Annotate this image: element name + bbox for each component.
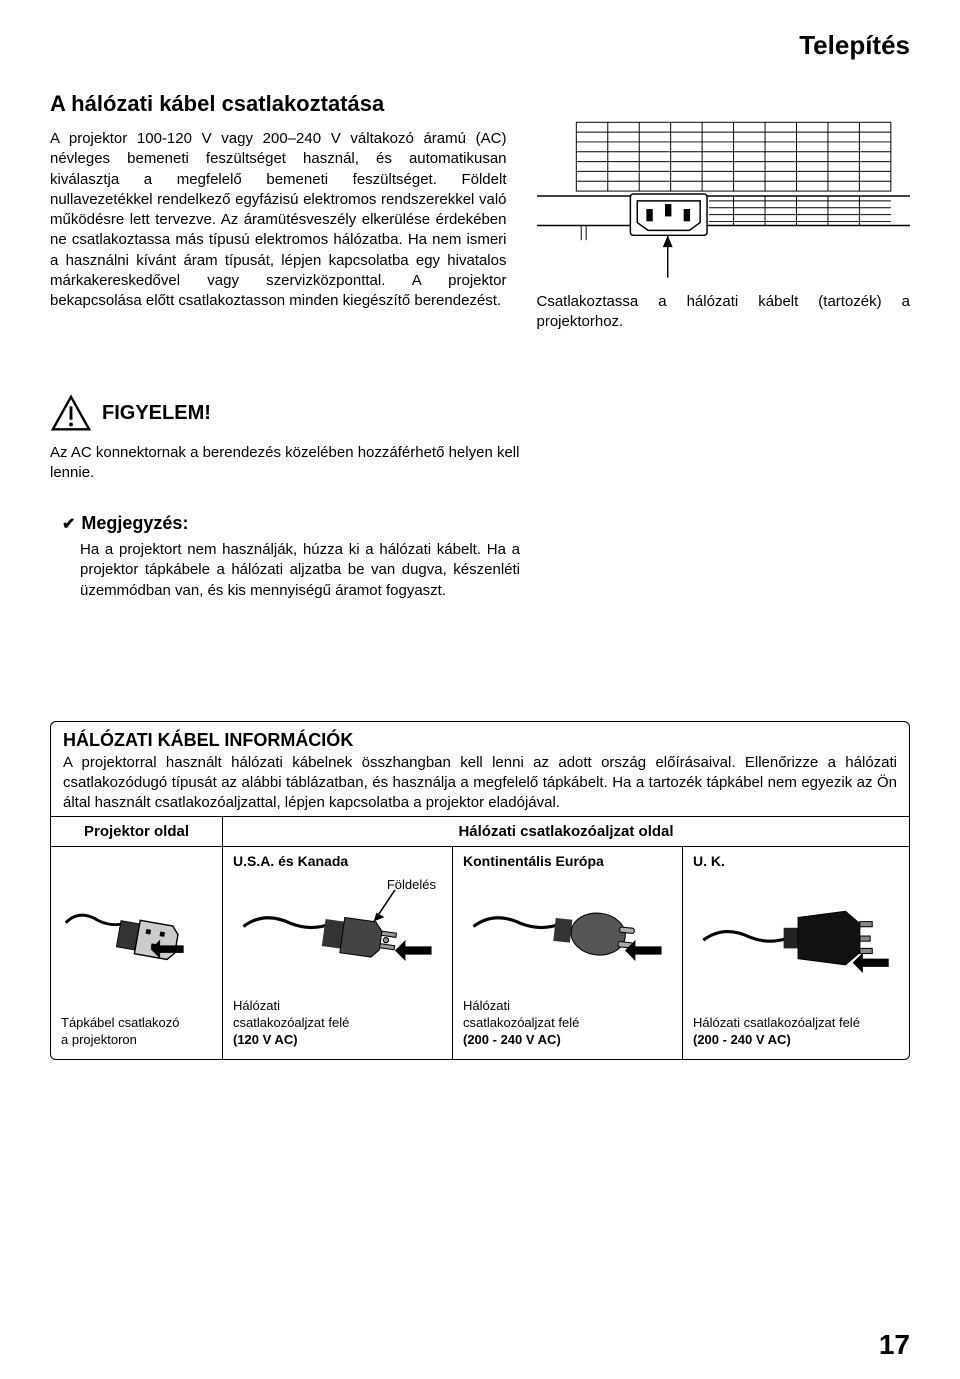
plug-label-uk: Hálózati csatlakozóaljzat felé (200 - 24… xyxy=(693,1015,899,1049)
table-header-right: Hálózati csatlakozóaljzat oldal xyxy=(223,817,909,846)
table-body-row: Tápkábel csatlakozó a projektoron U.S.A.… xyxy=(51,846,909,1059)
plug-top-eu: Kontinentális Európa xyxy=(463,853,672,869)
iec-connector-icon xyxy=(61,853,212,1011)
info-title: HÁLÓZATI KÁBEL INFORMÁCIÓK xyxy=(63,730,897,751)
table-header-row: Projektor oldal Hálózati csatlakozóaljza… xyxy=(51,816,909,846)
main-two-column: A hálózati kábel csatlakoztatása A proje… xyxy=(50,91,910,333)
diagram-caption: Csatlakoztassa a hálózati kábelt (tartoz… xyxy=(537,292,911,333)
warning-label: FIGYELEM! xyxy=(102,402,211,425)
plug-label-eu: Hálózati csatlakozóaljzat felé (200 - 24… xyxy=(463,998,672,1049)
note-header: ✔ Megjegyzés: xyxy=(62,513,520,534)
plug-label-projector: Tápkábel csatlakozó a projektoron xyxy=(61,1015,212,1049)
plug-top-uk: U. K. xyxy=(693,853,899,869)
note-block: ✔ Megjegyzés: Ha a projektort nem haszná… xyxy=(50,513,520,601)
warning-block: FIGYELEM! Az AC konnektornak a berendezé… xyxy=(50,393,910,484)
table-header-left: Projektor oldal xyxy=(51,817,223,846)
section-heading: A hálózati kábel csatlakoztatása xyxy=(50,91,507,117)
plug-cell-usa: U.S.A. és Kanada Földelés Hálózati csatl… xyxy=(223,847,453,1059)
checkmark-icon: ✔ xyxy=(62,514,75,534)
page-number: 17 xyxy=(879,1329,910,1361)
ground-label: Földelés xyxy=(387,877,436,892)
iec-socket-diagram xyxy=(537,111,911,281)
right-column: Csatlakoztassa a hálózati kábelt (tartoz… xyxy=(537,91,911,333)
info-header: HÁLÓZATI KÁBEL INFORMÁCIÓK A projektorra… xyxy=(51,722,909,816)
warning-text: Az AC konnektornak a berendezés közelébe… xyxy=(50,443,520,484)
plug-cell-projector: Tápkábel csatlakozó a projektoron xyxy=(51,847,223,1059)
plug-cell-eu: Kontinentális Európa Hálózati csatlakozó… xyxy=(453,847,683,1059)
plug-cell-uk: U. K. Hálózati csatlakozóaljzat felé (20… xyxy=(683,847,909,1059)
eu-plug-icon xyxy=(463,869,672,994)
plug-label-usa: Hálózati csatlakozóaljzat felé (120 V AC… xyxy=(233,998,442,1049)
note-label: Megjegyzés: xyxy=(81,513,188,534)
note-text: Ha a projektort nem használják, húzza ki… xyxy=(80,540,520,601)
left-column: A hálózati kábel csatlakoztatása A proje… xyxy=(50,91,507,333)
page-section-title: Telepítés xyxy=(50,30,910,61)
warning-triangle-icon xyxy=(50,393,92,435)
plug-top-usa: U.S.A. és Kanada xyxy=(233,853,442,869)
info-desc: A projektorral használt hálózati kábelne… xyxy=(63,753,897,814)
uk-plug-icon xyxy=(693,869,899,1011)
main-paragraph: A projektor 100-120 V vagy 200–240 V vál… xyxy=(50,129,507,311)
warning-header: FIGYELEM! xyxy=(50,393,910,435)
cable-info-box: HÁLÓZATI KÁBEL INFORMÁCIÓK A projektorra… xyxy=(50,721,910,1060)
